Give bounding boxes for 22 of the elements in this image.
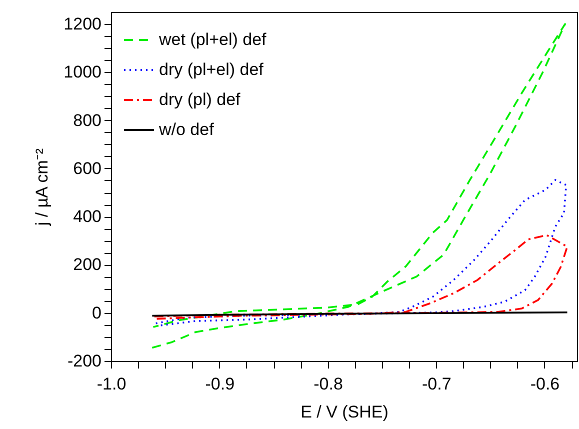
legend-label: w/o def <box>158 120 214 139</box>
y-tick-label: 0 <box>92 303 102 322</box>
x-axis-title: E / V (SHE) <box>300 402 388 422</box>
x-tick-label: -0.9 <box>205 374 235 394</box>
x-tick-label: -0.6 <box>530 374 560 394</box>
y-tick-label: 600 <box>73 158 102 178</box>
y-tick-label: 800 <box>73 110 102 130</box>
line-series <box>153 234 568 320</box>
legend-label: dry (pl+el) def <box>159 60 264 79</box>
y-tick-label: 400 <box>73 207 102 226</box>
y-tick-label: 200 <box>73 255 102 274</box>
x-tick-label: -0.7 <box>422 374 452 394</box>
y-tick-label: -200 <box>67 352 102 370</box>
x-tick-label: -1.0 <box>96 374 126 394</box>
y-tick-label: 1200 <box>64 14 102 34</box>
line-series <box>153 179 568 326</box>
x-tick-label: -0.8 <box>314 374 343 394</box>
y-tick-label: 1000 <box>64 62 102 82</box>
y-axis-title: j / µA cm⁻² <box>32 148 52 227</box>
legend-label: wet (pl+el) def <box>158 30 267 49</box>
legend-label: dry (pl) def <box>159 90 241 109</box>
line-series <box>151 23 566 349</box>
